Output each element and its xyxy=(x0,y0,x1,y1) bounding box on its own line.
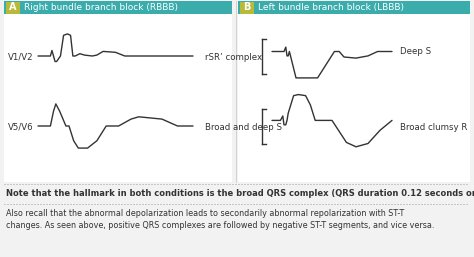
Text: Deep S: Deep S xyxy=(400,48,431,57)
Bar xyxy=(238,1,470,14)
Bar xyxy=(4,1,232,14)
Text: Broad clumsy R: Broad clumsy R xyxy=(400,123,467,132)
Text: rSR’ complex: rSR’ complex xyxy=(205,52,262,61)
Bar xyxy=(240,2,254,14)
Bar xyxy=(238,14,470,182)
Text: A: A xyxy=(9,3,17,13)
Text: Note that the hallmark in both conditions is the broad QRS complex (QRS duration: Note that the hallmark in both condition… xyxy=(6,189,474,198)
Text: Left bundle branch block (LBBB): Left bundle branch block (LBBB) xyxy=(258,3,404,12)
Text: Right bundle branch block (RBBB): Right bundle branch block (RBBB) xyxy=(24,3,178,12)
Text: Also recall that the abnormal depolarization leads to secondarily abnormal repol: Also recall that the abnormal depolariza… xyxy=(6,209,434,230)
Text: V5/V6: V5/V6 xyxy=(8,123,34,132)
Text: V1/V2: V1/V2 xyxy=(8,52,34,61)
Bar xyxy=(6,2,20,14)
Bar xyxy=(4,14,232,182)
Text: B: B xyxy=(243,3,251,13)
Text: Broad and deep S: Broad and deep S xyxy=(205,123,282,132)
